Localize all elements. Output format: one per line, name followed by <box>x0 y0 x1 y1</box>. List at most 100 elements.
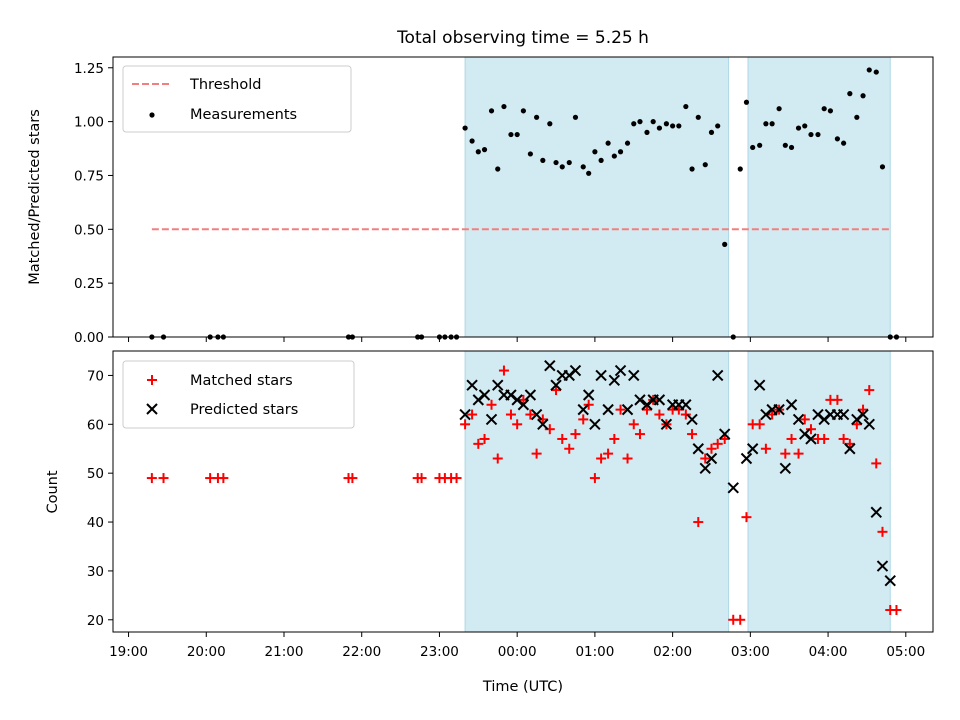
matched-star-marker <box>700 453 711 464</box>
measurement-point <box>763 121 769 127</box>
predicted-star-marker <box>844 443 856 455</box>
predicted-star-marker <box>837 408 850 421</box>
predicted-stars-layer <box>459 359 896 587</box>
measurement-point <box>547 121 553 127</box>
x-tick-label: 21:00 <box>265 644 304 660</box>
top-y-tick-label: 1.25 <box>74 61 104 77</box>
predicted-star-marker <box>478 389 491 401</box>
measurement-point <box>527 151 533 157</box>
measurement-point <box>566 159 572 166</box>
measurement-point <box>808 131 814 138</box>
predicted-star-marker <box>773 403 785 416</box>
measurement-point <box>663 121 670 127</box>
top-observing-windows <box>464 56 891 338</box>
predicted-star-marker <box>621 403 634 416</box>
predicted-star-marker <box>785 399 798 411</box>
bottom-y-axis-label: Count <box>45 470 61 513</box>
measurement-point <box>683 103 689 110</box>
bottom-axes-frame <box>112 350 934 633</box>
predicted-star-marker <box>537 418 549 431</box>
measurement-point <box>847 91 853 97</box>
predicted-star-marker <box>589 418 601 431</box>
matched-star-marker <box>877 526 888 537</box>
predicted-star-marker <box>870 506 882 518</box>
bottom-subplot: 20 30 40 50 60 70 19:00 20:00 21:00 22:00 23:00 00… <box>45 350 934 695</box>
legend-matched-label: Matched stars <box>190 373 293 389</box>
measurement-point <box>488 108 495 114</box>
observing-window-top-0 <box>464 56 730 338</box>
predicted-star-marker <box>680 399 692 411</box>
predicted-star-marker <box>466 379 478 391</box>
measurement-point <box>834 136 840 142</box>
predicted-star-marker <box>779 462 792 474</box>
measurement-point <box>592 149 598 155</box>
bottom-y-ticks: 20 30 40 50 60 70 <box>87 368 113 629</box>
legend-threshold-label: Threshold <box>189 77 261 93</box>
measurement-point <box>776 106 782 112</box>
measurement-point <box>722 241 728 247</box>
predicted-star-marker <box>459 408 471 421</box>
measurement-point <box>750 144 756 151</box>
measurement-point <box>782 142 788 148</box>
observing-window-bottom-1 <box>747 350 891 633</box>
predicted-star-marker <box>582 389 595 401</box>
top-y-tick-label: 0.25 <box>74 276 104 292</box>
matched-star-marker <box>467 409 478 420</box>
matched-star-marker <box>680 409 691 420</box>
top-subplot: 0.00 0.25 0.50 0.75 1.00 1.25 Total observing… <box>27 28 934 346</box>
matched-star-marker <box>583 399 594 410</box>
legend-matched-swatch <box>147 375 157 385</box>
matched-star-marker <box>146 473 157 484</box>
measurement-point <box>624 140 631 146</box>
measurement-point <box>788 144 795 151</box>
matched-star-marker <box>158 473 169 484</box>
bottom-x-ticks: 19:00 20:00 21:00 22:00 23:00 00:00 01:00 02:00… <box>109 632 925 660</box>
legend-measurements-swatch <box>149 112 155 118</box>
bottom-y-tick-label: 40 <box>87 515 104 531</box>
legend-measurements-label: Measurements <box>190 107 297 123</box>
measurement-point <box>879 164 886 170</box>
matched-star-marker <box>832 394 843 405</box>
matched-star-marker <box>628 419 639 430</box>
measurement-point <box>495 166 501 172</box>
measurement-point <box>598 157 604 163</box>
matched-star-marker <box>473 438 484 449</box>
predicted-star-marker <box>686 413 698 426</box>
x-tick-label: 02:00 <box>653 644 692 660</box>
matched-star-marker <box>615 404 626 415</box>
predicted-star-marker <box>608 374 621 387</box>
observing-window-top-1 <box>747 56 891 338</box>
predicted-star-marker <box>699 462 711 474</box>
top-axes-frame <box>112 56 934 338</box>
matched-star-marker <box>589 473 600 484</box>
x-tick-label: 00:00 <box>498 644 537 660</box>
measurement-point <box>514 131 520 138</box>
predicted-star-marker <box>718 428 731 440</box>
predicted-star-marker <box>602 403 614 416</box>
matched-star-marker <box>557 433 568 444</box>
measurement-point <box>475 149 481 155</box>
measurement-point <box>656 125 663 131</box>
top-y-axis-label: Matched/Predicted stars <box>27 109 43 285</box>
matched-star-marker <box>891 605 902 616</box>
predicted-star-marker <box>530 408 543 421</box>
x-tick-label: 20:00 <box>187 644 226 660</box>
measurement-point <box>631 121 637 127</box>
measurement-point <box>670 123 676 129</box>
predicted-star-marker <box>863 418 875 431</box>
matched-star-marker <box>451 473 462 484</box>
top-y-tick-label: 0.75 <box>74 168 104 184</box>
measurement-point <box>559 164 565 170</box>
predicted-star-marker <box>753 379 766 391</box>
matched-star-marker <box>851 419 862 430</box>
matched-star-marker <box>416 473 427 484</box>
matched-star-marker <box>525 409 536 420</box>
predicted-star-marker <box>577 403 589 416</box>
matched-star-marker <box>578 414 589 425</box>
measurement-point <box>743 99 750 105</box>
matched-star-marker <box>347 473 358 484</box>
chart-title: Total observing time = 5.25 h <box>396 28 649 48</box>
x-tick-label: 03:00 <box>731 644 770 660</box>
matched-star-marker <box>498 365 509 376</box>
predicted-star-marker <box>517 399 530 411</box>
